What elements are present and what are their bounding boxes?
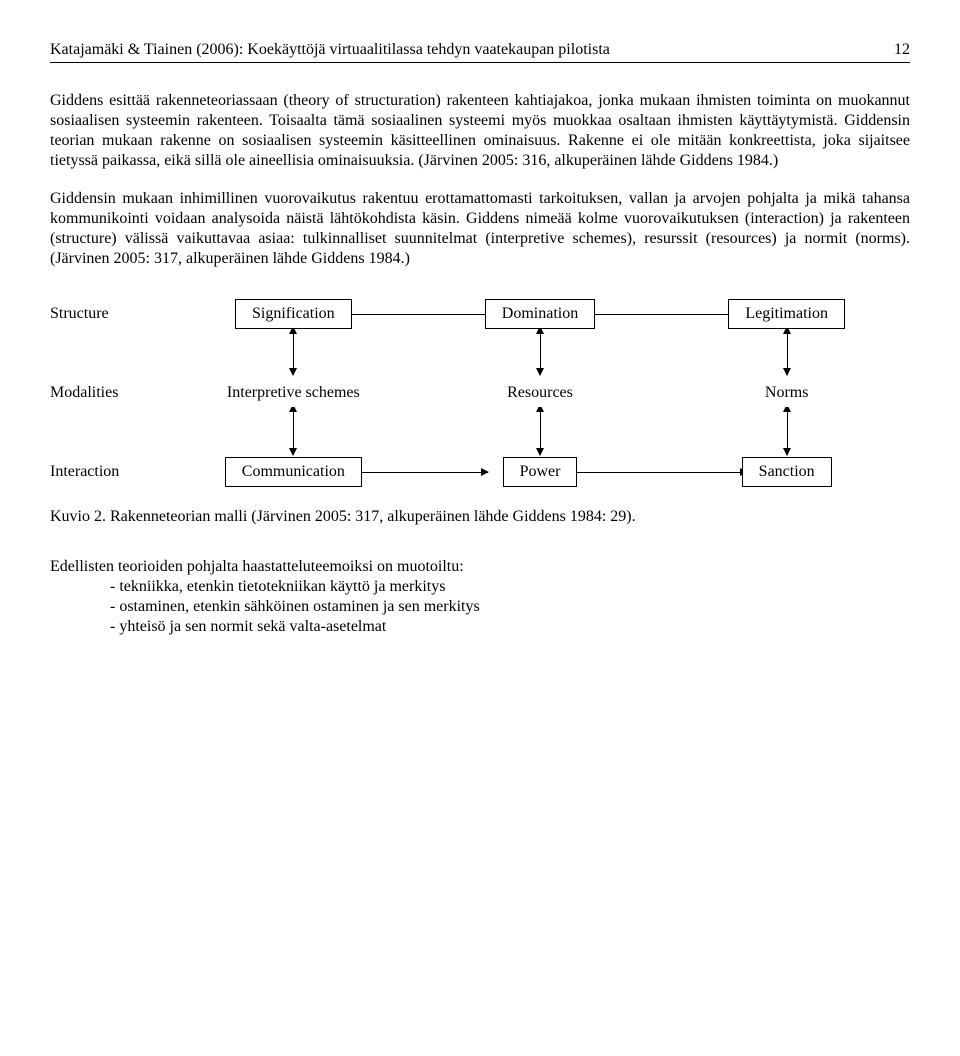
node-interpretive-schemes: Interpretive schemes bbox=[227, 379, 360, 407]
arrow-vertical bbox=[540, 327, 541, 375]
row-label: Interaction bbox=[50, 462, 170, 482]
node-domination: Domination bbox=[485, 299, 595, 329]
row-label: Structure bbox=[50, 304, 170, 324]
diagram-row-modalities: Modalities Interpretive schemes Resource… bbox=[50, 379, 910, 407]
arrow-vertical bbox=[787, 327, 788, 375]
node-power: Power bbox=[503, 457, 578, 487]
arrow-vertical bbox=[293, 405, 294, 455]
arrow-vertical bbox=[293, 327, 294, 375]
diagram-row-structure: Structure Signification Domination Legit… bbox=[50, 299, 910, 329]
node-signification: Signification bbox=[235, 299, 352, 329]
node-norms: Norms bbox=[765, 379, 809, 407]
paragraph-2: Giddensin mukaan inhimillinen vuorovaiku… bbox=[50, 189, 910, 269]
themes-intro: Edellisten teorioiden pohjalta haastatte… bbox=[50, 557, 910, 577]
arrow-vertical bbox=[540, 405, 541, 455]
page-number: 12 bbox=[894, 40, 910, 60]
page-header: Katajamäki & Tiainen (2006): Koekäyttöjä… bbox=[50, 40, 910, 63]
figure-caption: Kuvio 2. Rakenneteorian malli (Järvinen … bbox=[50, 507, 910, 527]
node-resources: Resources bbox=[507, 379, 573, 407]
row-label: Modalities bbox=[50, 383, 170, 403]
structuration-diagram: Structure Signification Domination Legit… bbox=[50, 299, 910, 487]
node-legitimation: Legitimation bbox=[728, 299, 845, 329]
theme-item: - yhteisö ja sen normit sekä valta-asete… bbox=[110, 617, 910, 637]
theme-item: - tekniikka, etenkin tietotekniikan käyt… bbox=[110, 577, 910, 597]
node-sanction: Sanction bbox=[742, 457, 832, 487]
node-communication: Communication bbox=[225, 457, 362, 487]
diagram-row-interaction: Interaction Communication Power Sanction bbox=[50, 457, 910, 487]
paragraph-1: Giddens esittää rakenneteoriassaan (theo… bbox=[50, 91, 910, 171]
header-title: Katajamäki & Tiainen (2006): Koekäyttöjä… bbox=[50, 40, 610, 60]
arrow-vertical bbox=[787, 405, 788, 455]
theme-item: - ostaminen, etenkin sähköinen ostaminen… bbox=[110, 597, 910, 617]
